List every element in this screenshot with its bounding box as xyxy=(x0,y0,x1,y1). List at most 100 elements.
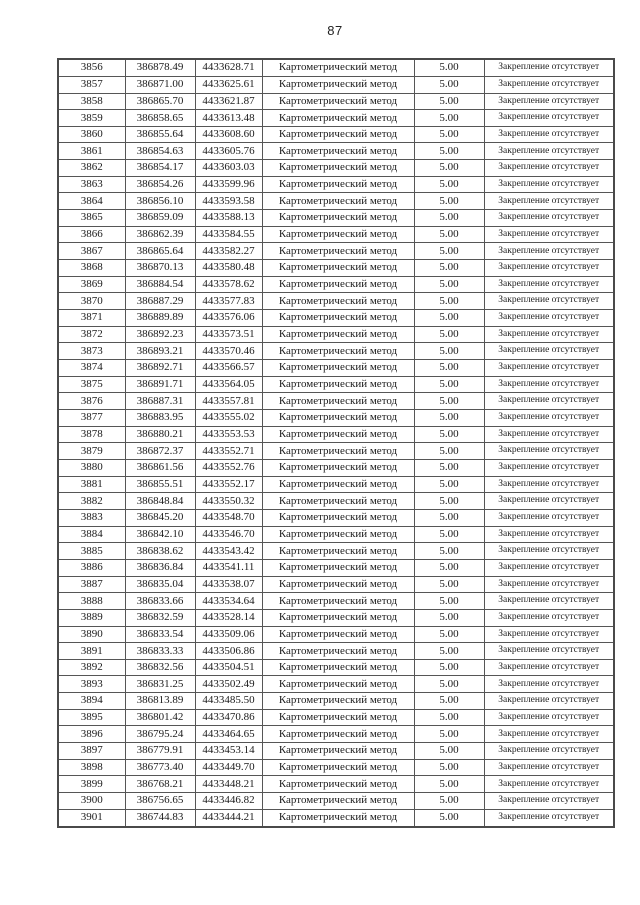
cell-point-number: 3885 xyxy=(57,542,126,560)
cell-method: Картометрический метод xyxy=(261,808,415,828)
table-row: 3883 386845.20 4433548.70 Картометрический … xyxy=(57,508,615,527)
cell-point-number: 3861 xyxy=(57,142,126,161)
cell-precision: 5.00 xyxy=(413,192,485,211)
table-row: 3879 386872.37 4433552.71 Картометрический … xyxy=(57,442,615,460)
cell-point-number: 3872 xyxy=(57,325,126,344)
table-row: 3866 386862.39 4433584.55 Картометрический … xyxy=(57,225,615,244)
cell-y-coordinate: 4433502.49 xyxy=(194,675,263,694)
cell-precision: 5.00 xyxy=(413,408,485,427)
table-row: 3872 386892.23 4433573.51 Картометрический … xyxy=(57,325,615,344)
cell-x-coordinate: 386854.63 xyxy=(124,142,196,161)
cell-precision: 5.00 xyxy=(413,475,485,494)
cell-x-coordinate: 386861.56 xyxy=(124,458,196,477)
cell-point-number: 3859 xyxy=(57,109,126,127)
cell-x-coordinate: 386848.84 xyxy=(124,492,196,510)
cell-precision: 5.00 xyxy=(413,508,485,527)
cell-precision: 5.00 xyxy=(413,542,485,560)
cell-precision: 5.00 xyxy=(413,458,485,477)
cell-point-number: 3858 xyxy=(57,92,126,111)
cell-point-number: 3882 xyxy=(57,492,126,510)
cell-x-coordinate: 386884.54 xyxy=(124,275,196,294)
cell-y-coordinate: 4433625.61 xyxy=(194,75,263,94)
cell-y-coordinate: 4433528.14 xyxy=(194,608,263,627)
cell-y-coordinate: 4433628.71 xyxy=(194,58,263,77)
cell-fixation: Закрепление отсутствует xyxy=(483,592,615,610)
cell-point-number: 3901 xyxy=(57,808,126,828)
cell-precision: 5.00 xyxy=(413,742,485,760)
cell-fixation: Закрепление отсутствует xyxy=(483,159,615,177)
cell-y-coordinate: 4433553.53 xyxy=(194,425,263,444)
cell-point-number: 3881 xyxy=(57,475,126,494)
cell-point-number: 3897 xyxy=(57,742,126,760)
cell-x-coordinate: 386872.37 xyxy=(124,442,196,460)
cell-point-number: 3896 xyxy=(57,725,126,744)
table-row: 3876 386887.31 4433557.81 Картометрический … xyxy=(57,392,615,410)
cell-precision: 5.00 xyxy=(413,225,485,244)
cell-point-number: 3889 xyxy=(57,608,126,627)
table-row: 3880 386861.56 4433552.76 Картометрический … xyxy=(57,458,615,477)
cell-y-coordinate: 4433552.17 xyxy=(194,475,263,494)
cell-x-coordinate: 386865.64 xyxy=(124,242,196,261)
cell-point-number: 3891 xyxy=(57,642,126,660)
table-body: 3856 386878.49 4433628.71 Картометрический … xyxy=(57,58,615,828)
cell-x-coordinate: 386833.33 xyxy=(124,642,196,660)
cell-fixation: Закрепление отсутствует xyxy=(483,775,615,794)
cell-x-coordinate: 386865.70 xyxy=(124,92,196,111)
cell-y-coordinate: 4433584.55 xyxy=(194,225,263,244)
cell-point-number: 3877 xyxy=(57,408,126,427)
table-row: 3885 386838.62 4433543.42 Картометрический … xyxy=(57,542,615,560)
cell-precision: 5.00 xyxy=(413,692,485,710)
cell-precision: 5.00 xyxy=(413,58,485,77)
cell-method: Картометрический метод xyxy=(261,508,415,527)
table-row: 3857 386871.00 4433625.61 Картометрический … xyxy=(57,75,615,94)
cell-method: Картометрический метод xyxy=(261,325,415,344)
cell-fixation: Закрепление отсутствует xyxy=(483,275,615,294)
cell-fixation: Закрепление отсутствует xyxy=(483,325,615,344)
cell-fixation: Закрепление отсутствует xyxy=(483,492,615,510)
cell-precision: 5.00 xyxy=(413,359,485,377)
cell-method: Картометрический метод xyxy=(261,58,415,77)
cell-method: Картометрический метод xyxy=(261,375,415,394)
cell-x-coordinate: 386835.04 xyxy=(124,575,196,594)
table-row: 3873 386893.21 4433570.46 Картометрический … xyxy=(57,342,615,361)
cell-y-coordinate: 4433446.82 xyxy=(194,792,263,810)
table-row: 3895 386801.42 4433470.86 Картометрический … xyxy=(57,708,615,727)
page-number: 87 xyxy=(327,23,343,38)
table-row: 3900 386756.65 4433446.82 Картометрический … xyxy=(57,792,615,810)
cell-y-coordinate: 4433573.51 xyxy=(194,325,263,344)
cell-y-coordinate: 4433552.76 xyxy=(194,458,263,477)
cell-x-coordinate: 386756.65 xyxy=(124,792,196,810)
cell-y-coordinate: 4433582.27 xyxy=(194,242,263,261)
cell-x-coordinate: 386845.20 xyxy=(124,508,196,527)
cell-x-coordinate: 386892.71 xyxy=(124,359,196,377)
cell-precision: 5.00 xyxy=(413,558,485,577)
cell-fixation: Закрепление отсутствует xyxy=(483,642,615,660)
cell-x-coordinate: 386856.10 xyxy=(124,192,196,211)
cell-point-number: 3870 xyxy=(57,292,126,311)
cell-method: Картометрический метод xyxy=(261,209,415,227)
cell-method: Картометрический метод xyxy=(261,225,415,244)
cell-fixation: Закрепление отсутствует xyxy=(483,742,615,760)
cell-precision: 5.00 xyxy=(413,125,485,144)
coordinates-table: 3856 386878.49 4433628.71 Картометрический … xyxy=(57,58,615,828)
cell-fixation: Закрепление отсутствует xyxy=(483,458,615,477)
cell-precision: 5.00 xyxy=(413,425,485,444)
cell-fixation: Закрепление отсутствует xyxy=(483,808,615,828)
cell-fixation: Закрепление отсутствует xyxy=(483,542,615,560)
cell-point-number: 3874 xyxy=(57,359,126,377)
table-row: 3864 386856.10 4433593.58 Картометрический … xyxy=(57,192,615,211)
cell-fixation: Закрепление отсутствует xyxy=(483,58,615,77)
cell-y-coordinate: 4433613.48 xyxy=(194,109,263,127)
cell-y-coordinate: 4433464.65 xyxy=(194,725,263,744)
cell-point-number: 3900 xyxy=(57,792,126,810)
cell-fixation: Закрепление отсутствует xyxy=(483,558,615,577)
cell-precision: 5.00 xyxy=(413,242,485,261)
cell-y-coordinate: 4433566.57 xyxy=(194,359,263,377)
table-row: 3888 386833.66 4433534.64 Картометрический … xyxy=(57,592,615,610)
cell-y-coordinate: 4433593.58 xyxy=(194,192,263,211)
cell-precision: 5.00 xyxy=(413,392,485,410)
cell-x-coordinate: 386842.10 xyxy=(124,525,196,544)
cell-fixation: Закрепление отсутствует xyxy=(483,425,615,444)
cell-point-number: 3884 xyxy=(57,525,126,544)
cell-method: Картометрический метод xyxy=(261,142,415,161)
